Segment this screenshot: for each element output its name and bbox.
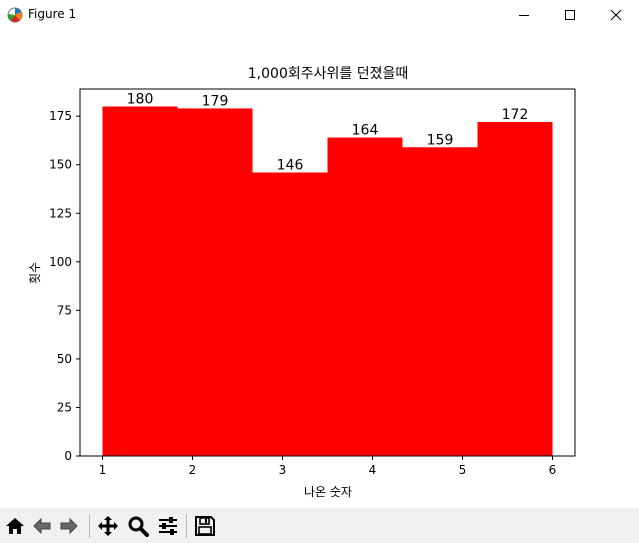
x-tick-label: 2 xyxy=(189,463,197,477)
y-tick-label: 150 xyxy=(49,158,72,172)
navigation-toolbar xyxy=(0,508,639,543)
configure-subplots-button[interactable] xyxy=(157,515,179,537)
back-icon xyxy=(33,517,51,535)
maximize-button[interactable] xyxy=(547,0,593,30)
minimize-icon xyxy=(519,15,529,16)
save-icon xyxy=(195,516,215,536)
x-tick-label: 6 xyxy=(549,463,557,477)
chart-title: 1,000회주사위를 던졌을때 xyxy=(248,66,408,82)
histogram-bar xyxy=(477,122,553,456)
pan-button[interactable] xyxy=(97,515,119,537)
configure-icon xyxy=(159,517,177,535)
x-tick-label: 5 xyxy=(459,463,467,477)
pan-icon xyxy=(98,516,118,536)
home-icon xyxy=(6,518,24,534)
histogram-bar xyxy=(327,137,403,456)
zoom-button[interactable] xyxy=(127,515,149,537)
y-tick-label: 75 xyxy=(57,303,72,317)
x-axis-label: 나온 숫자 xyxy=(304,485,352,499)
y-tick-label: 100 xyxy=(49,255,72,269)
x-tick-label: 1 xyxy=(99,463,107,477)
y-tick-label: 0 xyxy=(64,449,72,463)
minimize-button[interactable] xyxy=(501,0,547,30)
toolbar-separator xyxy=(186,514,187,538)
y-tick-label: 25 xyxy=(57,400,72,414)
y-tick-label: 125 xyxy=(49,206,72,220)
close-icon xyxy=(610,9,622,21)
y-tick-label: 175 xyxy=(49,109,72,123)
bar-value-label: 180 xyxy=(127,91,154,107)
bar-value-label: 146 xyxy=(277,157,304,173)
zoom-icon xyxy=(128,516,149,537)
forward-icon xyxy=(60,517,78,535)
x-tick-label: 3 xyxy=(279,463,287,477)
histogram-bar xyxy=(177,108,253,456)
maximize-icon xyxy=(565,10,575,20)
bar-value-label: 164 xyxy=(352,123,379,139)
x-tick-label: 4 xyxy=(369,463,377,477)
bar-value-label: 159 xyxy=(427,132,454,148)
histogram-bar xyxy=(252,172,328,456)
window-titlebar: Figure 1 xyxy=(0,0,639,30)
axes-frame xyxy=(79,88,576,457)
figure-canvas: 1,000회주사위를 던졌을때 180 179 146 164 159 172 1 2 3 4 5… xyxy=(0,30,639,508)
save-button[interactable] xyxy=(194,515,216,537)
back-button[interactable] xyxy=(31,515,53,537)
bar-value-label: 179 xyxy=(202,93,229,109)
matplotlib-logo-icon xyxy=(7,7,23,23)
histogram-bar xyxy=(102,106,178,456)
y-axis-label: 횟수 xyxy=(28,262,42,284)
toolbar-separator xyxy=(89,514,90,538)
home-button[interactable] xyxy=(4,515,26,537)
bar-value-label: 172 xyxy=(502,107,529,123)
histogram-chart: 1,000회주사위를 던졌을때 180 179 146 164 159 172 1 2 3 4 5… xyxy=(28,66,576,499)
y-tick-label: 50 xyxy=(57,352,72,366)
histogram-bar xyxy=(402,147,478,456)
close-button[interactable] xyxy=(593,0,639,30)
window-title: Figure 1 xyxy=(28,7,77,21)
forward-button[interactable] xyxy=(58,515,80,537)
